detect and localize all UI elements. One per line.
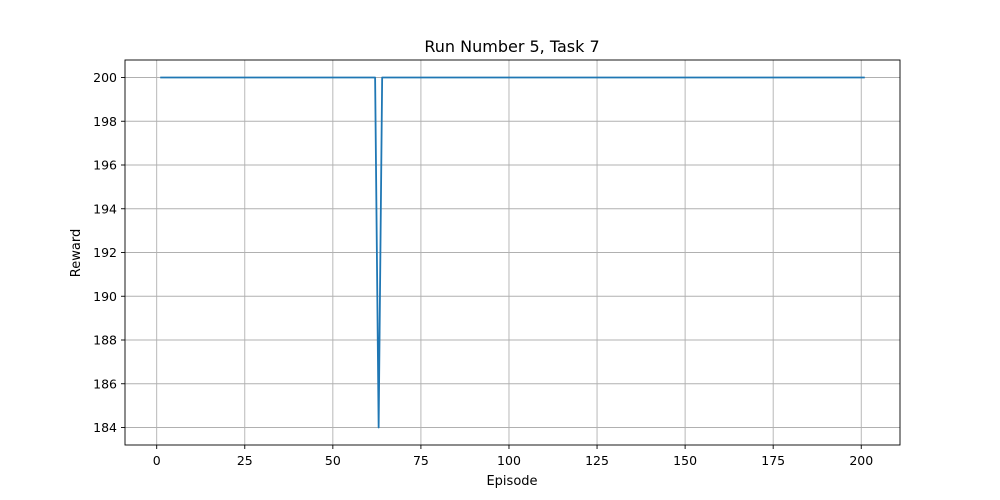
x-tick-label: 100 [497, 453, 521, 468]
x-axis-label: Episode [486, 474, 537, 489]
y-tick-label: 196 [93, 158, 117, 173]
x-tick-label: 0 [153, 453, 161, 468]
x-tick-label: 75 [413, 453, 429, 468]
x-tick-label: 200 [849, 453, 873, 468]
x-tick-label: 175 [761, 453, 785, 468]
series-layer [160, 76, 865, 429]
y-tick-label: 184 [93, 420, 117, 435]
y-axis: 184 186 188 190 192 194 196 198 200 [93, 70, 125, 435]
series-line [160, 76, 865, 429]
x-tick-label: 125 [585, 453, 609, 468]
chart-title: Run Number 5, Task 7 [424, 37, 599, 56]
y-tick-label: 198 [93, 114, 117, 129]
y-axis-label: Reward [69, 229, 84, 277]
y-tick-label: 190 [93, 289, 117, 304]
y-tick-label: 200 [93, 70, 117, 85]
y-tick-label: 192 [93, 245, 117, 260]
grid [125, 60, 900, 445]
y-tick-label: 194 [93, 201, 117, 216]
y-tick-label: 186 [93, 376, 117, 391]
x-tick-label: 25 [237, 453, 253, 468]
x-tick-label: 50 [325, 453, 341, 468]
x-axis: 0 25 50 75 100 125 150 175 200 [153, 445, 873, 468]
x-tick-label: 150 [673, 453, 697, 468]
y-tick-label: 188 [93, 333, 117, 348]
